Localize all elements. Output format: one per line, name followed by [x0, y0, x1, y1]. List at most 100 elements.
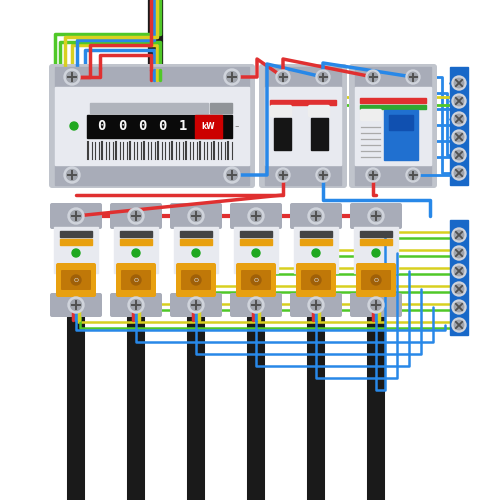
- FancyBboxPatch shape: [361, 270, 391, 290]
- Bar: [240, 239, 272, 245]
- Text: N: N: [409, 72, 417, 82]
- Text: O: O: [254, 278, 258, 282]
- Circle shape: [70, 210, 82, 222]
- FancyBboxPatch shape: [56, 263, 96, 297]
- FancyBboxPatch shape: [61, 270, 91, 290]
- Circle shape: [278, 72, 288, 82]
- Circle shape: [454, 114, 464, 124]
- Bar: [360, 98, 426, 103]
- Circle shape: [454, 230, 464, 240]
- Bar: [195, 115, 222, 138]
- Bar: [294, 227, 338, 273]
- Circle shape: [366, 70, 380, 84]
- Circle shape: [130, 300, 141, 310]
- Bar: [210, 103, 232, 113]
- Bar: [265, 165, 341, 185]
- Text: O: O: [374, 278, 378, 282]
- Text: 0: 0: [118, 120, 126, 134]
- Circle shape: [370, 210, 382, 222]
- Circle shape: [452, 228, 466, 242]
- Bar: [90, 103, 208, 113]
- Circle shape: [70, 300, 82, 310]
- Text: N: N: [409, 170, 417, 179]
- Circle shape: [312, 249, 320, 257]
- FancyBboxPatch shape: [296, 263, 336, 297]
- FancyBboxPatch shape: [176, 263, 216, 297]
- Bar: [355, 165, 431, 185]
- Text: 0: 0: [138, 120, 146, 134]
- Circle shape: [68, 208, 84, 224]
- Circle shape: [454, 266, 464, 276]
- Circle shape: [66, 170, 78, 180]
- Circle shape: [188, 297, 204, 313]
- Bar: [60, 231, 92, 237]
- Circle shape: [372, 249, 380, 257]
- Bar: [60, 239, 92, 245]
- Text: 1: 1: [179, 120, 187, 134]
- Bar: [270, 100, 336, 105]
- FancyBboxPatch shape: [170, 203, 222, 229]
- Circle shape: [368, 72, 378, 82]
- Bar: [120, 231, 152, 237]
- Circle shape: [191, 275, 201, 285]
- Bar: [300, 239, 332, 245]
- Bar: [180, 231, 212, 237]
- Bar: [120, 239, 152, 245]
- Bar: [355, 87, 431, 165]
- Bar: [55, 67, 249, 87]
- Circle shape: [190, 300, 202, 310]
- FancyBboxPatch shape: [290, 293, 342, 317]
- Bar: [355, 67, 431, 87]
- Circle shape: [128, 208, 144, 224]
- Circle shape: [252, 249, 260, 257]
- Circle shape: [131, 275, 141, 285]
- Circle shape: [452, 112, 466, 126]
- Circle shape: [452, 300, 466, 314]
- Bar: [240, 231, 272, 237]
- Circle shape: [368, 297, 384, 313]
- Bar: [450, 220, 468, 335]
- Circle shape: [226, 72, 237, 83]
- Circle shape: [316, 168, 330, 182]
- Circle shape: [454, 78, 464, 88]
- Circle shape: [454, 302, 464, 312]
- Circle shape: [406, 168, 420, 182]
- FancyBboxPatch shape: [360, 110, 382, 120]
- Bar: [360, 239, 392, 245]
- Circle shape: [452, 318, 466, 332]
- FancyBboxPatch shape: [110, 203, 162, 229]
- Text: 0: 0: [158, 120, 166, 134]
- FancyBboxPatch shape: [290, 203, 342, 229]
- Bar: [360, 231, 392, 237]
- Circle shape: [408, 170, 418, 180]
- Text: L: L: [280, 170, 286, 179]
- Circle shape: [250, 210, 262, 222]
- Bar: [87, 115, 232, 138]
- Circle shape: [226, 170, 237, 180]
- FancyBboxPatch shape: [308, 106, 330, 117]
- Circle shape: [224, 69, 240, 85]
- FancyBboxPatch shape: [350, 293, 402, 317]
- Bar: [55, 165, 249, 185]
- Circle shape: [316, 70, 330, 84]
- Circle shape: [452, 94, 466, 108]
- Circle shape: [250, 300, 262, 310]
- Circle shape: [311, 275, 321, 285]
- Circle shape: [408, 72, 418, 82]
- Circle shape: [452, 148, 466, 162]
- Bar: [389, 115, 413, 130]
- Circle shape: [188, 208, 204, 224]
- Bar: [114, 227, 158, 273]
- Circle shape: [454, 96, 464, 106]
- Circle shape: [452, 130, 466, 144]
- Circle shape: [454, 284, 464, 294]
- FancyBboxPatch shape: [236, 263, 276, 297]
- Circle shape: [190, 210, 202, 222]
- FancyBboxPatch shape: [50, 293, 102, 317]
- FancyBboxPatch shape: [350, 203, 402, 229]
- Text: L: L: [280, 72, 286, 82]
- Bar: [360, 105, 426, 109]
- Circle shape: [452, 282, 466, 296]
- Circle shape: [128, 297, 144, 313]
- Circle shape: [276, 168, 290, 182]
